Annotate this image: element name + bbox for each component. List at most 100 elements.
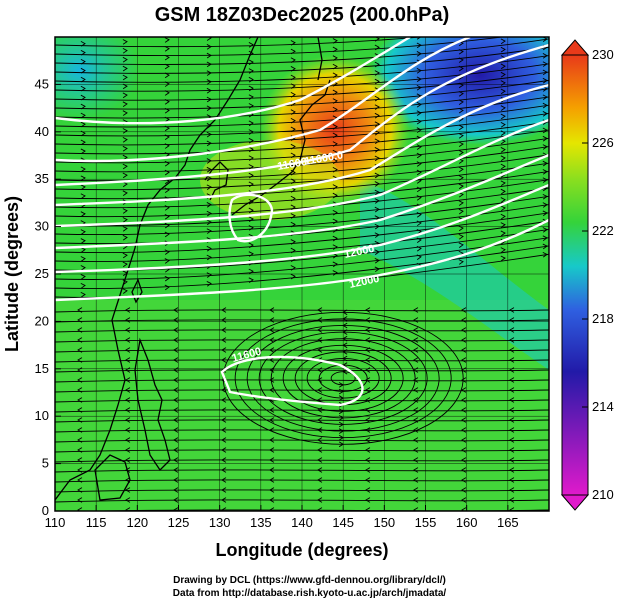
streamline	[55, 329, 549, 333]
streamline-arrow	[332, 270, 338, 276]
streamline-arrow	[365, 507, 371, 511]
streamline	[55, 419, 549, 423]
streamline-arrow	[458, 48, 464, 55]
streamline-arrow	[125, 387, 131, 393]
streamline-arrow	[509, 477, 515, 483]
streamline-arrow	[125, 437, 131, 443]
streamline-arrow	[221, 417, 227, 423]
streamline-arrow	[269, 457, 275, 463]
streamline-arrow	[500, 38, 506, 45]
x-tick-label: 130	[209, 515, 231, 530]
streamline-arrow	[332, 192, 338, 199]
streamline-arrow	[206, 281, 212, 287]
streamline-arrow	[122, 208, 128, 214]
streamline-arrow	[221, 497, 227, 503]
streamline-arrow	[206, 219, 212, 226]
streamline-arrow	[500, 138, 506, 145]
streamline-arrow	[509, 377, 515, 383]
streamline-arrow	[248, 277, 254, 283]
streamline-arrow	[365, 367, 371, 373]
streamline-arrow	[80, 76, 86, 83]
x-tick-label: 145	[332, 515, 354, 530]
streamline-arrow	[365, 437, 371, 443]
streamline-arrow	[80, 67, 86, 74]
streamline-arrow	[122, 234, 128, 241]
streamline-arrow	[77, 497, 83, 503]
streamline-arrow	[80, 58, 86, 65]
streamline-arrow	[317, 337, 323, 343]
streamline-arrow	[542, 144, 548, 150]
height-contour	[55, 37, 471, 163]
coast-korea	[204, 161, 229, 201]
streamline-arrow	[122, 163, 128, 170]
streamline-arrow	[206, 37, 212, 41]
streamline-arrow	[413, 307, 419, 313]
streamline-arrow	[413, 357, 419, 363]
streamline-arrow	[542, 77, 548, 84]
streamline-arrow	[290, 213, 296, 219]
streamline-arrow	[542, 210, 548, 217]
streamline-arrow	[77, 477, 83, 483]
temperature-band-jet-cyan	[360, 180, 549, 370]
streamline-arrow	[332, 38, 338, 44]
streamline-arrow	[221, 397, 227, 403]
streamline-arrow	[500, 88, 506, 95]
streamline-arrow	[542, 111, 548, 117]
streamline-arrow	[416, 152, 422, 159]
streamline-arrow	[317, 437, 323, 443]
streamline-arrow	[122, 47, 128, 54]
streamline-arrow	[500, 205, 506, 212]
streamline-arrow	[221, 427, 227, 433]
streamline-arrow	[317, 507, 323, 511]
streamline-arrow	[365, 397, 371, 403]
streamline-arrow	[374, 129, 380, 136]
streamline-arrow	[80, 184, 86, 190]
streamline-arrow	[413, 387, 419, 393]
streamline-arrow	[365, 307, 371, 313]
colorbar-ticks: 230 226 222 218 214 210	[582, 47, 614, 502]
streamline-arrow	[164, 258, 170, 264]
streamline-arrow	[365, 347, 371, 353]
streamline-arrow	[269, 477, 275, 483]
streamline-arrow	[542, 202, 548, 208]
streamline-arrow	[365, 477, 371, 483]
streamline-arrow	[125, 357, 131, 363]
streamline-arrow	[269, 497, 275, 503]
streamline-arrow	[461, 377, 467, 383]
streamline-arrow	[269, 357, 275, 363]
streamline-arrow	[332, 167, 338, 173]
streamline-arrow	[374, 61, 380, 68]
streamline-arrow	[458, 183, 464, 190]
y-tick-label: 10	[35, 408, 49, 423]
streamline-vortex	[222, 311, 464, 445]
streamline-arrow	[500, 163, 506, 170]
streamline-arrow	[500, 46, 506, 53]
streamline-arrow	[164, 275, 170, 282]
streamline-arrow	[80, 175, 86, 182]
streamline-arrow	[332, 261, 338, 268]
streamline-arrow	[374, 172, 380, 179]
x-tick-label: 110	[45, 515, 66, 530]
streamline-arrow	[365, 407, 371, 413]
streamline-arrow	[458, 200, 464, 206]
colorbar-top-arrow	[560, 39, 590, 56]
streamline-arrow	[374, 206, 380, 213]
streamline-arrow	[206, 96, 212, 103]
streamline-arrow	[173, 427, 179, 433]
streamline-arrow	[374, 147, 380, 153]
streamline-arrow	[290, 143, 296, 150]
streamline-arrow	[461, 447, 467, 453]
streamline	[55, 499, 549, 503]
streamline-arrow	[77, 487, 83, 493]
streamline-arrow	[374, 181, 380, 187]
streamline-arrow	[77, 347, 83, 353]
streamline-arrow	[374, 198, 380, 204]
streamline-arrow	[317, 427, 323, 433]
coast-sakhalin	[317, 37, 323, 81]
streamline-arrow	[542, 169, 548, 175]
streamline-arrow	[317, 467, 323, 473]
streamline-arrow	[416, 110, 422, 116]
streamline-arrow	[332, 124, 338, 130]
streamline-arrow	[290, 117, 296, 124]
streamline-arrow	[221, 327, 227, 333]
